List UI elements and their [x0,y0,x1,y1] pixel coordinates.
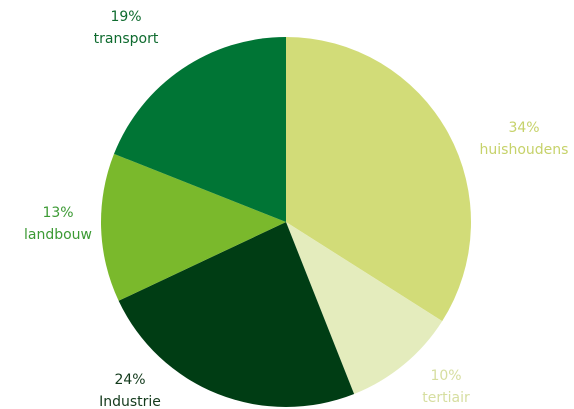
value-label: 13% [42,205,73,221]
category-label: landbouw [24,227,92,243]
category-label: Industrie [99,394,161,409]
pie-slice [286,222,443,395]
category-label: tertiair [422,390,470,406]
category-label: transport [94,31,159,47]
value-label: 10% [430,368,461,384]
pie-slice [286,37,471,322]
pie-slice [113,37,286,222]
value-label: 34% [508,120,539,136]
pie-slice [100,153,286,301]
category-label: huishoudens [480,142,569,158]
value-label: 19% [110,9,141,25]
pie-slice [118,222,355,407]
value-label: 24% [114,372,145,388]
